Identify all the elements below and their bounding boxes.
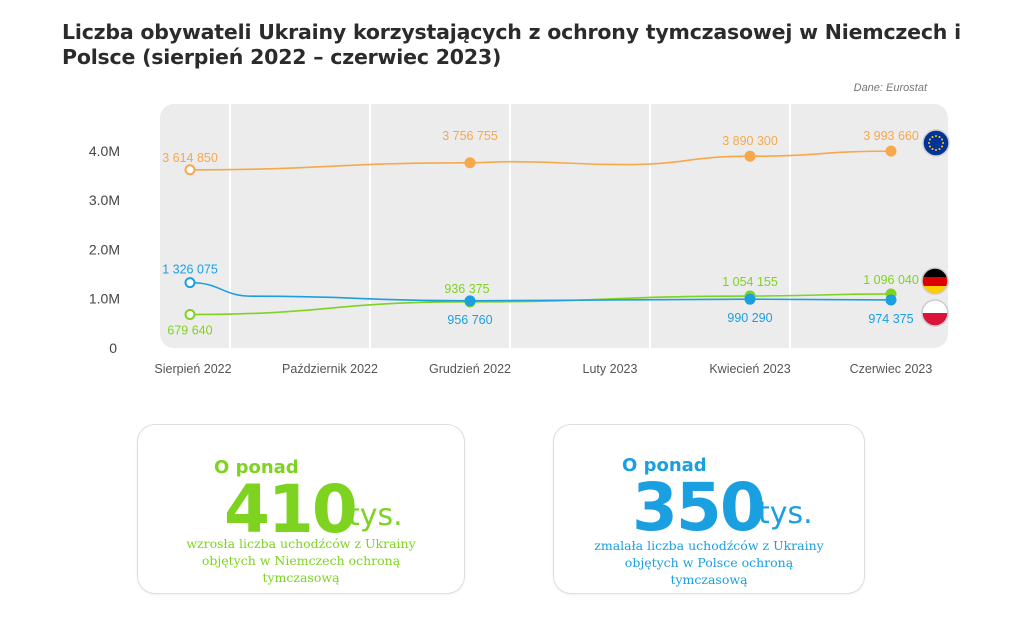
- germany-data-label: 936 375: [444, 282, 489, 296]
- germany-flag-ring: [921, 267, 949, 295]
- card-number: 350: [632, 469, 766, 546]
- germany-data-label: 679 640: [167, 323, 212, 337]
- y-tick-label: 2.0M: [89, 241, 120, 257]
- x-tick-label: Sierpień 2022: [154, 362, 231, 376]
- y-tick-label: 1.0M: [89, 291, 120, 307]
- stripe-red: [922, 313, 948, 326]
- x-tick-label: Luty 2023: [583, 362, 638, 376]
- germany-data-point: [184, 308, 196, 320]
- x-tick-label: Czerwiec 2023: [850, 362, 933, 376]
- poland-data-point: [744, 293, 756, 305]
- poland-data-label: 1 326 075: [162, 263, 218, 277]
- eu-star: [938, 135, 941, 138]
- eu-data-point: [464, 157, 476, 169]
- eu-data-label: 3 756 755: [442, 129, 498, 143]
- eu-star: [931, 135, 934, 138]
- eu-flag-disc: [922, 129, 950, 157]
- card-prefix: O ponad: [622, 455, 707, 476]
- poland-summary-card: O ponad 350 tys. zmalała liczba uchodźcó…: [553, 424, 865, 594]
- eu-data-label: 3 890 300: [722, 134, 778, 148]
- y-tick-label: 3.0M: [89, 192, 120, 208]
- card-number: 410: [224, 471, 358, 548]
- poland-flag-stripes: [922, 300, 948, 326]
- eu-data-label: 3 614 850: [162, 151, 218, 165]
- germany-data-label: 1 096 040: [863, 273, 919, 287]
- y-tick-label: 4.0M: [89, 143, 120, 159]
- poland-data-label: 974 375: [868, 312, 913, 326]
- eu-data-label: 3 993 660: [863, 129, 919, 143]
- poland-data-point: [885, 294, 897, 306]
- stripe-red: [922, 277, 948, 286]
- poland-flag-ring: [921, 299, 949, 327]
- eu-star: [928, 145, 931, 148]
- eu-star: [941, 145, 944, 148]
- poland-data-point: [184, 277, 196, 289]
- germany-flag-stripes: [922, 268, 948, 294]
- eu-data-point: [744, 150, 756, 162]
- germany-summary-card: O ponad 410 tys. wzrosła liczba uchodźcó…: [137, 424, 465, 594]
- card-prefix: O ponad: [214, 457, 299, 478]
- y-tick-label: 0: [109, 340, 117, 356]
- eu-star: [935, 149, 937, 151]
- eu-star: [928, 142, 930, 144]
- poland-series-line: [189, 281, 892, 302]
- germany-data-label: 1 054 155: [722, 275, 778, 289]
- x-tick-label: Październik 2022: [282, 362, 378, 376]
- eu-star: [931, 148, 934, 151]
- poland-data-label: 990 290: [727, 311, 772, 325]
- eu-data-point: [184, 164, 196, 176]
- eu-star: [942, 142, 944, 144]
- eu-star: [935, 135, 937, 137]
- chart-title: Liczba obywateli Ukrainy korzystających …: [62, 20, 961, 69]
- germany-flag-icon: [921, 267, 949, 295]
- poland-data-point: [464, 295, 476, 307]
- poland-data-label: 956 760: [447, 313, 492, 327]
- plot-background: [160, 104, 948, 348]
- stripe-white: [922, 300, 948, 313]
- card-unit: tys.: [348, 498, 403, 533]
- x-tick-label: Grudzień 2022: [429, 362, 511, 376]
- eu-star: [928, 138, 931, 141]
- eu-star: [941, 138, 944, 141]
- data-source: Dane: Eurostat: [853, 82, 927, 94]
- x-tick-label: Kwiecień 2023: [709, 362, 790, 376]
- stripe-black: [922, 268, 948, 277]
- eu-series-line: [189, 150, 892, 171]
- eu-star: [938, 148, 941, 151]
- card-description: zmalała liczba uchodźców z Ukrainy objęt…: [594, 538, 824, 587]
- poland-flag-icon: [921, 299, 949, 327]
- eu-flag-icon: [922, 129, 950, 157]
- stripe-gold: [922, 286, 948, 294]
- card-description: wzrosła liczba uchodźców z Ukrainy objęt…: [186, 536, 416, 585]
- card-unit: tys.: [758, 496, 813, 531]
- eu-data-point: [885, 145, 897, 157]
